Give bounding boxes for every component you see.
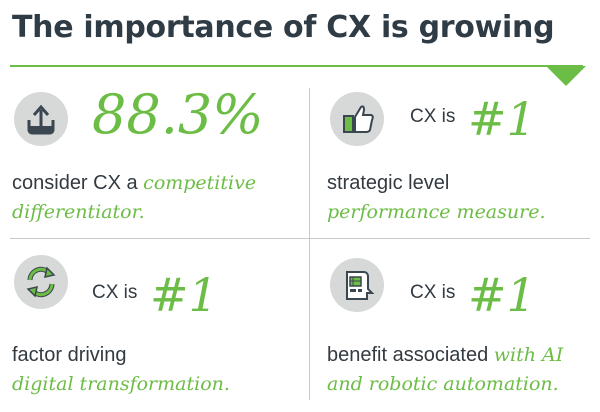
stat-line2: differentiator. bbox=[12, 201, 145, 223]
title-rule bbox=[10, 65, 583, 67]
stat-value: 88.3% bbox=[92, 83, 264, 146]
thumbs-up-icon bbox=[330, 92, 384, 146]
stat-line2: digital transformation. bbox=[12, 373, 230, 395]
stat-value: #1 bbox=[468, 92, 536, 146]
page-title: The importance of CX is growing bbox=[12, 10, 555, 45]
stat-line1-emphasis: competitive bbox=[143, 172, 257, 194]
stat-line1-plain: consider CX a bbox=[12, 172, 144, 194]
stat-line1-plain: benefit associated bbox=[327, 344, 494, 366]
stat-line1: consider CX a competitive bbox=[12, 172, 256, 195]
refresh-icon bbox=[14, 255, 68, 309]
stat-prefix: CX is bbox=[410, 106, 456, 127]
stat-line1: strategic level bbox=[327, 172, 450, 194]
stat-line2: and robotic automation. bbox=[327, 373, 559, 395]
stat-prefix: CX is bbox=[410, 282, 456, 303]
stat-line1-emphasis: with AI bbox=[493, 344, 564, 366]
stat-prefix: CX is bbox=[92, 282, 138, 303]
vertical-divider bbox=[309, 88, 310, 400]
rule-triangle bbox=[546, 66, 586, 86]
stat-line1: benefit associated with AI bbox=[327, 344, 563, 367]
horizontal-divider bbox=[10, 238, 590, 239]
stat-line2: performance measure. bbox=[327, 201, 546, 223]
stat-value: #1 bbox=[150, 268, 218, 322]
stat-value: #1 bbox=[468, 268, 536, 322]
stat-line1: factor driving bbox=[12, 344, 127, 366]
upload-icon bbox=[14, 92, 68, 146]
robot-head-icon bbox=[330, 258, 384, 312]
